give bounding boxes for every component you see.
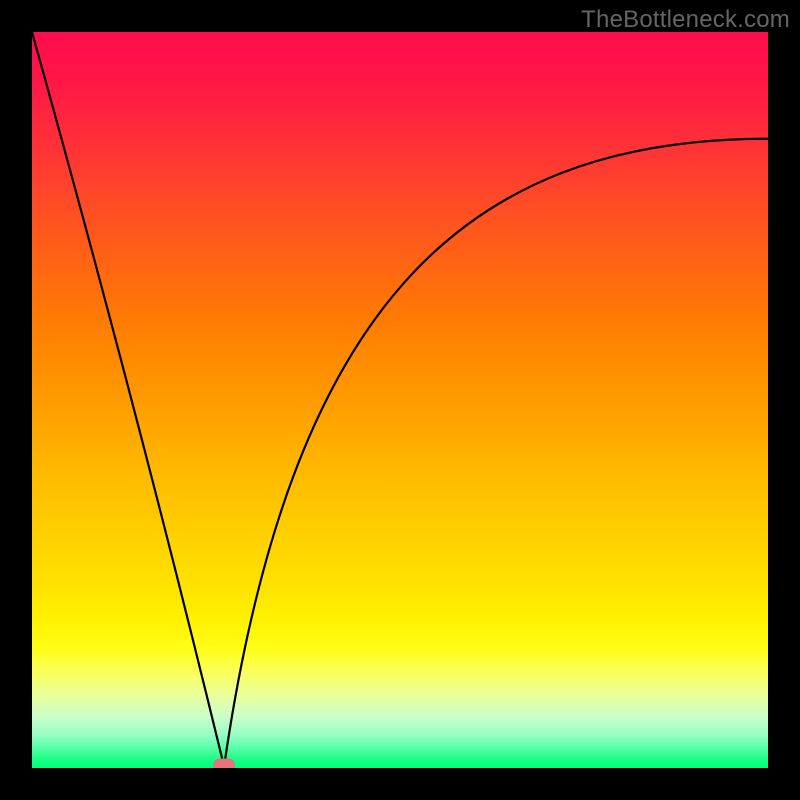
watermark-text: TheBottleneck.com bbox=[581, 6, 790, 34]
chart-frame: TheBottleneck.com bbox=[0, 0, 800, 800]
chart-svg bbox=[0, 0, 800, 800]
plot-background bbox=[32, 32, 768, 768]
